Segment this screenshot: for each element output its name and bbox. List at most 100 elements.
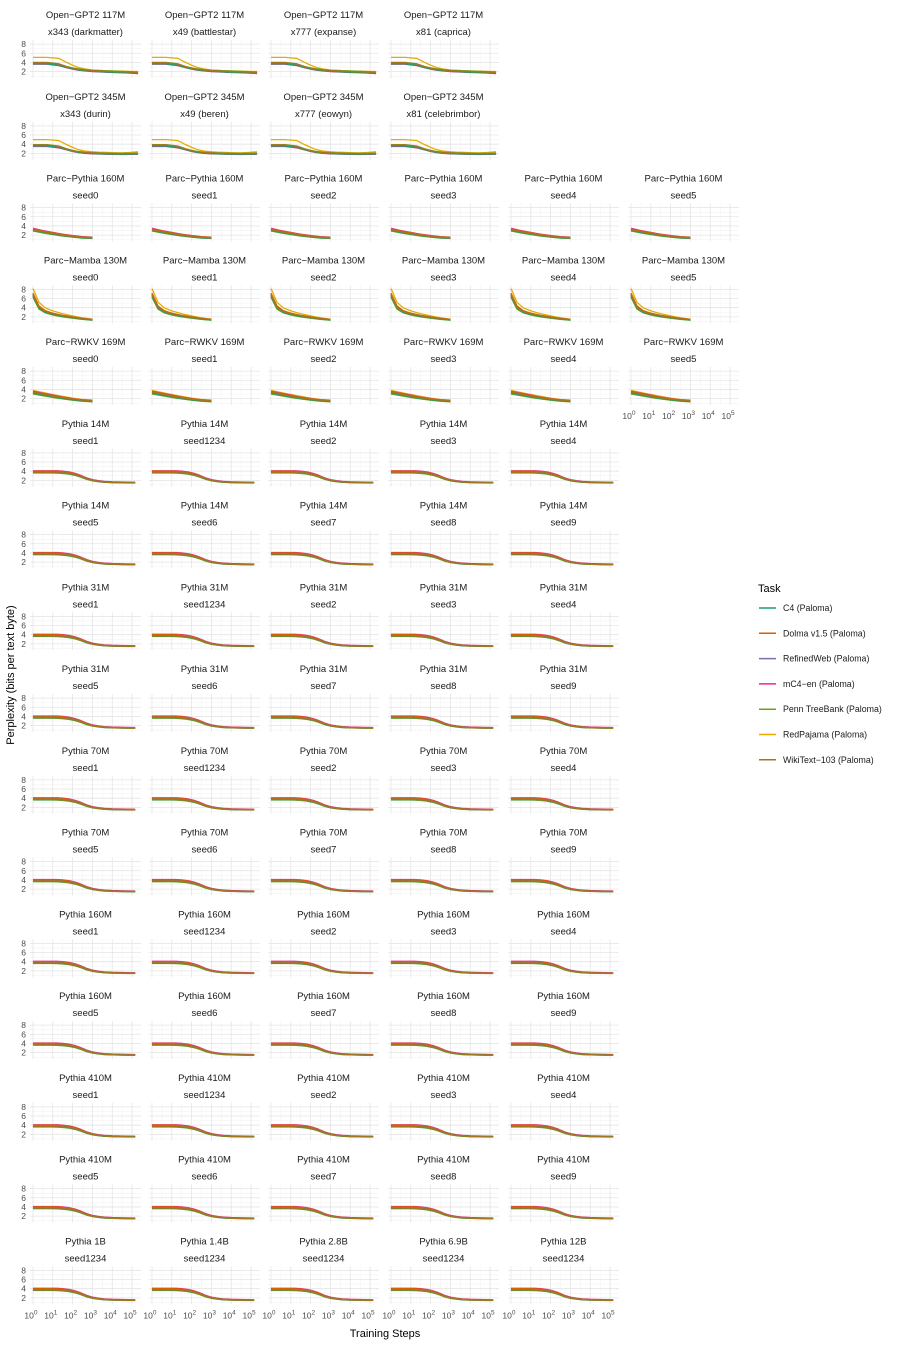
series-line (32, 1125, 136, 1138)
series-line (32, 63, 139, 75)
panel-grid-lines (268, 694, 379, 732)
facet-model-label: Pythia 31M (181, 664, 229, 675)
facet-model-label: Pythia 12B (541, 1236, 587, 1247)
series-line (32, 391, 93, 402)
facet-model-label: Parc−RWKV 169M (524, 337, 604, 348)
facet-panel: Pythia 410M seed8 (388, 1155, 499, 1223)
facet-run-label: seed6 (192, 518, 218, 529)
y-tick-label: 2 (21, 475, 26, 485)
facet-panel: Pythia 14M seed9 (508, 501, 619, 569)
x-tick-label: 102 (662, 410, 675, 421)
y-tick-label: 4 (21, 384, 26, 394)
series-line (510, 635, 614, 647)
facet-model-label: Parc−RWKV 169M (284, 337, 364, 348)
facet-panel: Pythia 31M seed8 (388, 664, 499, 732)
facet-panel: Open−GPT2 345M x81 (celebrimbor) (388, 92, 499, 160)
facet-model-label: Pythia 410M (297, 1155, 350, 1166)
facet-panel: Parc−Pythia 160M seed2 (268, 174, 379, 242)
series-line (32, 962, 136, 974)
panel-grid-lines (388, 1184, 499, 1223)
facet-run-label: seed4 (551, 436, 577, 447)
legend-label: WikiText−103 (Paloma) (783, 755, 874, 765)
y-tick-label: 2 (21, 67, 26, 77)
series-line (151, 716, 255, 729)
facet-model-label: Parc−Pythia 160M (405, 174, 483, 185)
series-line (270, 962, 374, 974)
series-line (270, 144, 377, 155)
panel-grid-lines (388, 1266, 499, 1305)
series-line (510, 1125, 614, 1138)
y-tick-label: 4 (21, 57, 26, 67)
panel-grid-lines (149, 448, 260, 487)
x-tick-label: 100 (382, 1309, 395, 1320)
facet-panel: Pythia 410M seed2 (268, 1073, 379, 1141)
series-line (32, 880, 136, 893)
y-tick-label: 2 (21, 148, 26, 158)
facet-panel: Open−GPT2 345M x777 (eowyn) (268, 92, 379, 160)
panel-grid-lines (30, 1184, 141, 1223)
y-tick-label: 6 (21, 1193, 26, 1203)
legend-label: C4 (Paloma) (783, 603, 832, 613)
facet-model-label: Open−GPT2 345M (164, 92, 244, 103)
panel-grid-lines (268, 530, 379, 569)
series-line (32, 553, 136, 566)
y-tick-label: 8 (21, 284, 26, 294)
facet-model-label: Pythia 70M (420, 746, 468, 757)
y-tick-label: 4 (21, 630, 26, 640)
series-line (510, 471, 614, 484)
x-tick-label: 101 (402, 1309, 415, 1320)
facet-model-label: Pythia 1B (65, 1236, 106, 1247)
facet-model-label: Pythia 410M (417, 1155, 470, 1166)
facet-run-label: seed5 (73, 681, 99, 692)
facet-run-label: seed1 (73, 599, 99, 610)
series-line (270, 553, 374, 566)
facet-run-label: seed9 (551, 845, 577, 856)
series-line (390, 1207, 494, 1220)
facet-panel: Pythia 70M seed1234 (149, 746, 260, 814)
series-line (390, 63, 497, 75)
facet-panel: Pythia 14M seed3 (388, 419, 499, 487)
facet-panel: Pythia 12B seed1234 100 101 102 103 104 105 (502, 1236, 619, 1320)
series-line (390, 798, 494, 811)
y-tick-label: 6 (21, 948, 26, 958)
panel-grid-lines (508, 612, 619, 651)
facet-run-label: seed1234 (543, 1253, 585, 1264)
facet-run-label: seed8 (431, 1008, 457, 1019)
facet-model-label: Parc−Mamba 130M (282, 255, 365, 266)
legend-title: Task (758, 583, 781, 595)
series-line (151, 391, 212, 402)
facet-run-label: seed1 (192, 354, 218, 365)
facet-run-label: seed3 (431, 763, 457, 774)
facet-run-label: seed5 (73, 845, 99, 856)
facet-run-label: x81 (caprica) (416, 27, 471, 38)
facet-model-label: Parc−Pythia 160M (285, 174, 363, 185)
facet-run-label: seed1234 (65, 1253, 107, 1264)
facet-model-label: Parc−RWKV 169M (404, 337, 484, 348)
panel-grid-lines (508, 448, 619, 487)
y-tick-label: 8 (21, 938, 26, 948)
panel-grid-lines (628, 203, 739, 242)
series-line (390, 880, 494, 893)
x-tick-label: 104 (462, 1309, 475, 1320)
y-tick-label: 2 (21, 230, 26, 240)
facet-model-label: Parc−Mamba 130M (163, 255, 246, 266)
series-line (32, 471, 136, 484)
x-tick-label: 103 (442, 1309, 455, 1320)
facet-run-label: seed7 (311, 518, 337, 529)
y-axis-title: Perplexity (bits per text byte) (5, 605, 17, 744)
y-tick-label: 2 (21, 639, 26, 649)
x-axis-title: Training Steps (350, 1328, 421, 1340)
facet-run-label: seed3 (431, 1090, 457, 1101)
facet-model-label: Open−GPT2 117M (284, 10, 363, 21)
facet-run-label: seed4 (551, 272, 577, 283)
facet-panel: Open−GPT2 345M x49 (beren) (149, 92, 260, 160)
facet-panel: Pythia 31M seed2 (268, 582, 379, 651)
facet-run-label: seed7 (311, 845, 337, 856)
facet-model-label: Pythia 31M (300, 582, 348, 593)
facet-model-label: Parc−Pythia 160M (47, 174, 125, 185)
panel-grid-lines (268, 1102, 379, 1141)
series-line (151, 635, 255, 647)
